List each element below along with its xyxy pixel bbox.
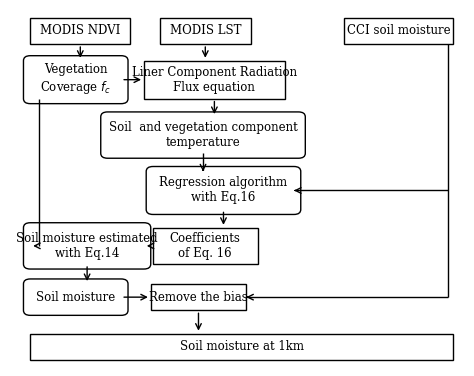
- Text: Soil moisture estimated
with Eq.14: Soil moisture estimated with Eq.14: [16, 232, 158, 260]
- Text: CCI soil moisture: CCI soil moisture: [346, 24, 450, 37]
- FancyBboxPatch shape: [30, 334, 453, 360]
- Text: Coefficients
of Eq. 16: Coefficients of Eq. 16: [170, 232, 241, 260]
- FancyBboxPatch shape: [24, 223, 151, 269]
- Text: Vegetation
Coverage $f_c$: Vegetation Coverage $f_c$: [40, 64, 111, 96]
- FancyBboxPatch shape: [160, 18, 251, 44]
- FancyBboxPatch shape: [146, 167, 301, 214]
- Text: Remove the bias: Remove the bias: [149, 291, 248, 304]
- Text: Soil moisture at 1km: Soil moisture at 1km: [180, 340, 304, 353]
- FancyBboxPatch shape: [24, 279, 128, 315]
- FancyBboxPatch shape: [24, 56, 128, 104]
- Text: MODIS LST: MODIS LST: [170, 24, 241, 37]
- Text: Liner Component Radiation
Flux equation: Liner Component Radiation Flux equation: [132, 66, 297, 94]
- FancyBboxPatch shape: [144, 61, 285, 99]
- FancyBboxPatch shape: [151, 284, 246, 310]
- FancyBboxPatch shape: [344, 18, 453, 44]
- Text: MODIS NDVI: MODIS NDVI: [40, 24, 120, 37]
- Text: Regression algorithm
with Eq.16: Regression algorithm with Eq.16: [159, 176, 288, 205]
- FancyBboxPatch shape: [153, 228, 257, 264]
- Text: Soil moisture: Soil moisture: [36, 291, 115, 304]
- FancyBboxPatch shape: [30, 18, 130, 44]
- FancyBboxPatch shape: [101, 112, 305, 158]
- Text: Soil  and vegetation component
temperature: Soil and vegetation component temperatur…: [109, 121, 297, 149]
